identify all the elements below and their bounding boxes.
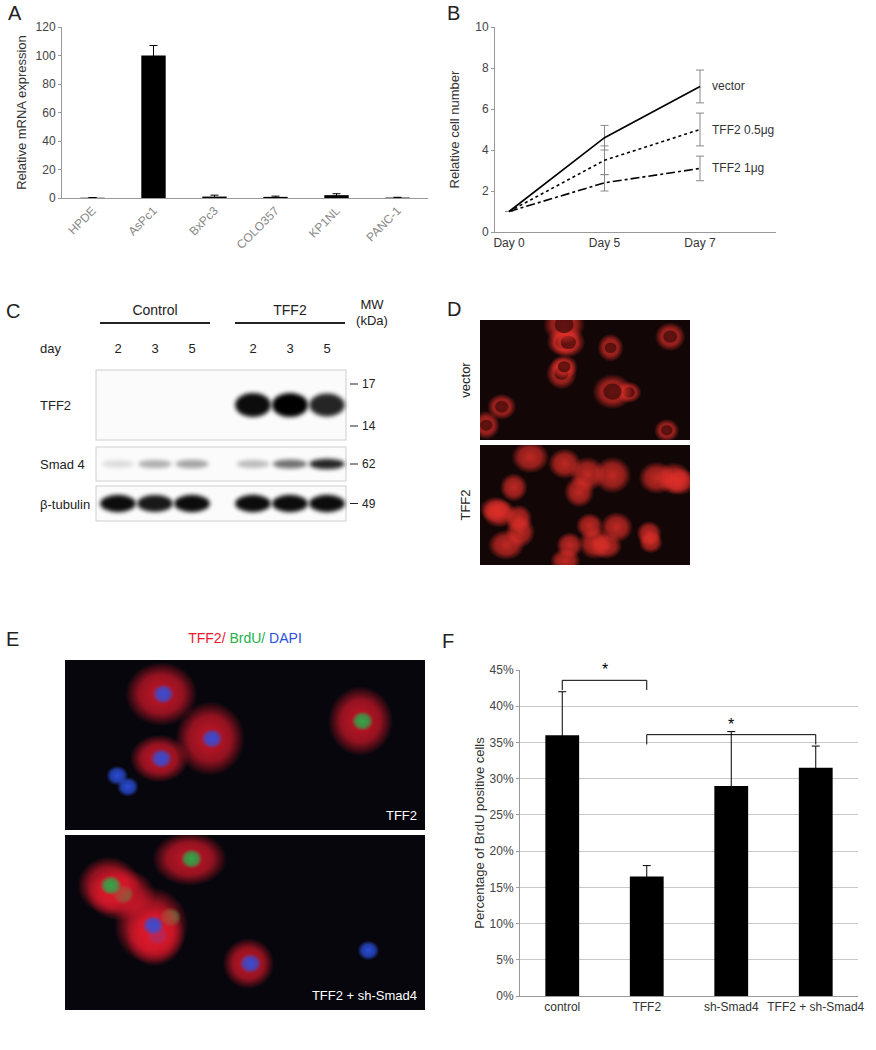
svg-text:day: day: [40, 341, 61, 356]
svg-text:sh-Smad4: sh-Smad4: [704, 1000, 759, 1014]
svg-text:4: 4: [482, 143, 489, 157]
svg-text:Day 5: Day 5: [589, 236, 621, 250]
svg-text:20: 20: [42, 163, 56, 177]
svg-text:TFF2: TFF2: [458, 489, 473, 520]
svg-text:3: 3: [286, 341, 293, 356]
svg-text:0: 0: [482, 225, 489, 239]
svg-text:MW: MW: [360, 297, 384, 312]
svg-text:TFF2 1μg: TFF2 1μg: [712, 161, 764, 175]
svg-text:3: 3: [151, 341, 158, 356]
svg-text:TFF2: TFF2: [40, 398, 71, 413]
svg-text:40%: 40%: [490, 699, 514, 713]
svg-text:COLO357: COLO357: [234, 204, 282, 252]
svg-text:40: 40: [42, 134, 56, 148]
svg-text:TFF2: TFF2: [632, 1000, 661, 1014]
svg-text:AsPc1: AsPc1: [125, 204, 160, 239]
svg-text:49: 49: [362, 497, 376, 511]
svg-text:100: 100: [36, 49, 56, 63]
svg-text:5: 5: [188, 341, 195, 356]
svg-text:Day 7: Day 7: [684, 236, 716, 250]
svg-text:30%: 30%: [490, 772, 514, 786]
svg-text:14: 14: [362, 419, 376, 433]
html-text:E: E: [6, 628, 20, 650]
svg-text:*: *: [728, 716, 734, 733]
html-text:B: B: [447, 2, 461, 24]
html-text:D: D: [447, 298, 462, 320]
svg-text:β-tubulin: β-tubulin: [40, 497, 90, 512]
svg-text:20%: 20%: [490, 844, 514, 858]
svg-text:80: 80: [42, 77, 56, 91]
svg-text:TFF2 + sh-Smad4: TFF2 + sh-Smad4: [767, 1000, 864, 1014]
svg-text:25%: 25%: [490, 808, 514, 822]
svg-text:8: 8: [482, 61, 489, 75]
svg-text:TFF2: TFF2: [386, 808, 417, 823]
svg-text:vector: vector: [712, 79, 745, 93]
svg-text:TFF2 + sh-Smad4: TFF2 + sh-Smad4: [312, 988, 417, 1003]
svg-text:10%: 10%: [490, 917, 514, 931]
html-text:TFF2/ BrdU/ DAPI: TFF2/ BrdU/ DAPI: [188, 630, 302, 646]
svg-text:Percentage of BrdU positive ce: Percentage of BrdU positive cells: [472, 737, 487, 929]
svg-text:HPDE: HPDE: [65, 204, 98, 237]
svg-text:0%: 0%: [496, 989, 514, 1003]
svg-text:Control: Control: [132, 302, 177, 318]
svg-text:control: control: [544, 1000, 580, 1014]
svg-text:45%: 45%: [490, 663, 514, 677]
svg-text:Smad 4: Smad 4: [40, 457, 85, 472]
svg-text:5: 5: [323, 341, 330, 356]
svg-text:120: 120: [36, 20, 56, 34]
svg-text:17: 17: [362, 377, 376, 391]
html-text:C: C: [6, 300, 21, 322]
svg-text:62: 62: [362, 457, 376, 471]
svg-text:TFF2 0.5μg: TFF2 0.5μg: [712, 123, 774, 137]
svg-text:2: 2: [114, 341, 121, 356]
svg-text:Day 0: Day 0: [493, 236, 525, 250]
svg-text:KP1NL: KP1NL: [306, 204, 343, 241]
svg-text:BxPc3: BxPc3: [186, 204, 221, 239]
svg-text:15%: 15%: [490, 881, 514, 895]
svg-text:vector: vector: [458, 362, 473, 398]
svg-text:Relative cell number: Relative cell number: [447, 70, 462, 188]
svg-text:PANC-1: PANC-1: [363, 204, 404, 245]
svg-text:TFF2: TFF2: [273, 302, 307, 318]
svg-text:2: 2: [482, 184, 489, 198]
svg-text:10: 10: [475, 20, 489, 34]
svg-text:35%: 35%: [490, 736, 514, 750]
svg-text:60: 60: [42, 106, 56, 120]
svg-text:*: *: [602, 661, 608, 678]
svg-text:2: 2: [249, 341, 256, 356]
html-text:A: A: [8, 2, 22, 24]
svg-text:0: 0: [49, 191, 56, 205]
html-text:F: F: [442, 630, 455, 652]
svg-text:(kDa): (kDa): [356, 313, 388, 328]
svg-text:5%: 5%: [496, 953, 514, 967]
svg-text:Relative mRNA expression: Relative mRNA expression: [14, 35, 29, 190]
svg-text:6: 6: [482, 102, 489, 116]
